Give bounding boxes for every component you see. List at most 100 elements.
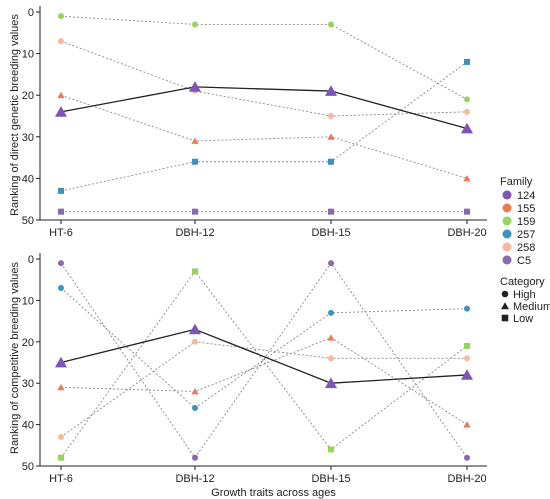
legend-family-label: C5 (517, 255, 531, 267)
data-point-258 (328, 355, 334, 362)
legend-category-label: Low (513, 313, 533, 325)
data-point-155 (191, 137, 199, 144)
legend-family-label: 155 (517, 203, 535, 215)
legend-category-label: High (513, 289, 536, 301)
series-line-159 (60, 270, 468, 458)
data-point-257 (192, 405, 198, 412)
data-point-159 (58, 13, 64, 20)
series-line-C5 (60, 262, 468, 459)
x-axis-label: Growth traits across ages (211, 487, 336, 499)
legend-category-label: Medium (513, 301, 550, 313)
y-tick-label: 50 (22, 461, 34, 473)
legend-category-swatch (501, 314, 509, 322)
data-point-C5 (464, 208, 470, 215)
data-point-124 (188, 323, 202, 335)
legend-family-swatch (502, 242, 512, 252)
data-point-159 (464, 342, 470, 349)
y-tick-label: 10 (22, 295, 34, 307)
data-point-258 (192, 338, 198, 345)
legend-category-title: Category (500, 276, 545, 288)
data-point-124 (460, 369, 474, 380)
data-point-C5 (464, 454, 470, 461)
y-tick-label: 20 (22, 337, 34, 349)
data-point-C5 (192, 454, 198, 461)
data-point-159 (464, 96, 470, 103)
data-point-159 (192, 268, 198, 275)
data-point-155 (327, 334, 335, 341)
x-tick-label: DBH-20 (447, 227, 486, 239)
legend-family-swatch (502, 216, 512, 226)
data-point-257 (328, 158, 334, 165)
data-point-124 (188, 81, 202, 92)
data-point-159 (328, 21, 334, 28)
data-point-124 (324, 85, 338, 96)
data-point-258 (328, 113, 334, 119)
series-line-258 (60, 40, 468, 117)
series-line-155 (60, 337, 468, 425)
data-point-258 (58, 434, 64, 441)
data-point-124 (54, 356, 68, 368)
series-line-155 (60, 94, 468, 179)
data-point-124 (460, 122, 474, 134)
x-tick-label: DBH-20 (447, 473, 486, 485)
data-point-124 (54, 106, 68, 117)
data-point-155 (463, 421, 471, 428)
legend-family-label: 257 (517, 229, 535, 241)
data-point-155 (57, 383, 65, 391)
data-point-258 (464, 108, 470, 115)
data-point-C5 (328, 260, 334, 267)
x-tick-label: HT-6 (49, 227, 73, 239)
data-point-257 (464, 305, 470, 312)
data-point-257 (192, 158, 198, 165)
series-line-257 (60, 287, 468, 409)
y-tick-label: 10 (22, 49, 34, 61)
legend-family-swatch (502, 203, 512, 213)
series-line-159 (60, 15, 468, 100)
data-point-C5 (328, 208, 334, 215)
y-axis-label: Ranking of direct genetic breeding value… (9, 14, 21, 216)
series-line-124 (60, 86, 468, 130)
y-axis-label: Ranking of competitive breeding values (9, 262, 21, 455)
x-tick-label: DBH-12 (175, 473, 214, 485)
y-tick-label: 40 (22, 173, 34, 185)
data-point-257 (464, 58, 470, 65)
data-point-257 (58, 284, 64, 291)
legend-family-label: 124 (517, 190, 535, 202)
data-point-155 (327, 133, 335, 140)
series-line-258 (60, 341, 467, 438)
data-point-155 (191, 388, 199, 395)
legend-family-swatch (502, 255, 512, 265)
data-point-C5 (58, 260, 64, 267)
data-point-257 (58, 187, 64, 194)
y-tick-label: 20 (22, 90, 34, 102)
top-panel: 0 10 20 30 40 50 HT-6 DBH-12 DBH-15 DBH-20 Ranking… (9, 6, 487, 239)
data-point-159 (58, 454, 64, 461)
y-tick-label: 30 (22, 132, 34, 144)
series-line-257 (60, 61, 468, 192)
legend-family-title: Family (500, 176, 533, 188)
y-tick-label: 0 (28, 254, 34, 266)
x-tick-label: DBH-12 (175, 227, 214, 239)
legend-family-label: 258 (517, 242, 535, 254)
data-point-159 (328, 446, 334, 453)
legend-category-swatch (501, 290, 509, 298)
data-point-155 (57, 91, 65, 99)
data-point-257 (328, 309, 334, 316)
y-tick-label: 30 (22, 378, 34, 390)
data-point-258 (464, 355, 470, 362)
x-tick-label: DBH-15 (311, 227, 350, 239)
legend-category-swatch (501, 302, 509, 310)
data-point-C5 (58, 208, 64, 215)
y-tick-label: 40 (22, 420, 34, 432)
x-tick-label: HT-6 (49, 473, 73, 485)
y-tick-label: 50 (22, 215, 34, 227)
legend-family-swatch (502, 190, 512, 200)
data-point-124 (324, 377, 338, 389)
data-point-159 (192, 21, 198, 28)
bottom-panel: 0 10 20 30 40 50 HT-6 DBH-12 DBH-15 DBH-20 Ranking… (9, 253, 487, 499)
data-point-C5 (192, 208, 198, 215)
legend-family-label: 159 (517, 216, 535, 228)
data-point-258 (58, 38, 64, 45)
